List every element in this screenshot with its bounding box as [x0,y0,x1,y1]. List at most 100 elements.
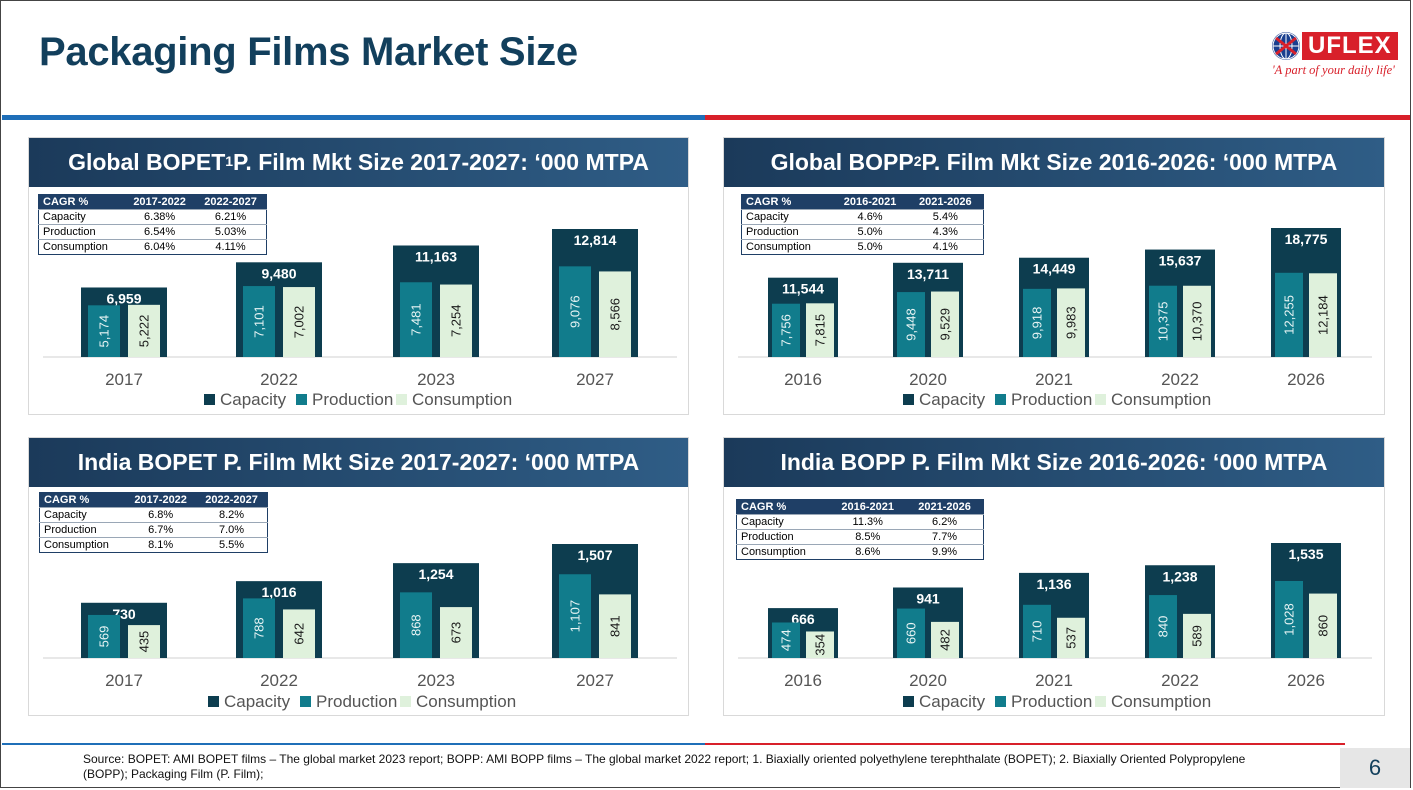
bar-production [243,598,275,658]
cagr-value: 4.1% [907,239,984,255]
data-label-production: 474 [779,629,794,651]
data-label-production: 9,076 [568,295,583,328]
data-label-production: 5,174 [97,315,112,348]
cagr-header-period1: 2016-2021 [829,499,907,515]
cagr-value: 5.0% [832,239,908,255]
x-tick-label: 2022 [1161,370,1199,389]
data-label-production: 840 [1156,616,1171,638]
bar-consumption [128,304,160,357]
bar-production [1023,288,1051,357]
cagr-value: 5.4% [907,209,984,225]
legend-label-consumption: Consumption [416,692,516,711]
bar-consumption [806,303,834,357]
legend-swatch-production [995,696,1006,707]
data-label-capacity: 1,238 [1162,568,1197,584]
panel-title-footnote: 1 [225,152,234,169]
cagr-table: CAGR % 2017-2022 2022-2027 Capacity 6.38% 6.… [38,194,267,255]
data-label-consumption: 9,983 [1064,306,1079,339]
data-label-production: 10,375 [1156,301,1171,341]
bar-consumption [440,284,472,357]
x-tick-label: 2023 [417,671,455,690]
legend-label-production: Production [1011,390,1092,409]
bar-production [1275,580,1303,658]
legend-swatch-capacity [903,394,914,405]
cagr-header-period1: 2017-2022 [124,194,196,210]
data-label-consumption: 841 [608,615,623,637]
cagr-value: 6.21% [195,209,267,225]
data-label-consumption: 860 [1316,615,1331,637]
legend-swatch-production [296,394,307,405]
x-tick-label: 2027 [576,671,614,690]
cagr-value: 5.03% [195,224,267,240]
cagr-row-label: Capacity [39,507,126,523]
data-label-consumption: 12,184 [1316,295,1331,335]
bar-chart: 11,544 7,756 7,815 2016 13,711 9,448 9,529 2020… [738,228,1372,409]
data-label-consumption: 5,222 [137,315,152,348]
panel-title-rest: P. Film Mkt Size 2016-2026: ‘000 MTPA [921,149,1338,175]
cagr-value: 6.7% [125,522,197,538]
x-tick-label: 2021 [1035,671,1073,690]
bar-consumption [599,271,631,357]
bar-chart: 6,959 5,174 5,222 2017 9,480 7,101 7,002 2022 11… [43,229,677,409]
data-label-capacity: 15,637 [1159,253,1202,269]
legend-label-capacity: Capacity [919,692,986,711]
bar-consumption [1309,593,1337,658]
data-label-production: 788 [252,617,267,639]
data-label-production: 7,756 [779,314,794,347]
data-label-consumption: 589 [1190,625,1205,647]
footer-divider-red [705,743,1345,745]
bar-consumption [440,607,472,658]
legend-swatch-production [995,394,1006,405]
legend-label-production: Production [312,390,393,409]
cagr-value: 8.1% [125,537,197,553]
x-tick-label: 2017 [105,370,143,389]
x-tick-label: 2022 [260,671,298,690]
legend-label-capacity: Capacity [220,390,287,409]
cagr-value: 6.2% [906,514,984,530]
cagr-row-label: Capacity [741,209,833,225]
legend-swatch-production [300,696,311,707]
chart-panel-global-bopp: Global BOPP 2 P. Film Mkt Size 2016-2026:… [723,137,1385,415]
data-label-capacity: 1,254 [418,566,453,582]
data-label-consumption: 10,370 [1190,301,1205,341]
panel-title: Global BOPP 2 P. Film Mkt Size 2016-2026:… [724,138,1384,187]
cagr-value: 5.5% [196,537,268,553]
chart-panel-india-bopp: India BOPP P. Film Mkt Size 2016-2026: ‘… [723,437,1385,716]
data-label-production: 868 [409,614,424,636]
cagr-row-label: Consumption [38,239,125,255]
data-label-production: 660 [904,622,919,644]
data-label-production: 569 [97,626,112,648]
cagr-row-label: Consumption [736,544,830,560]
cagr-header-period1: 2017-2022 [125,492,197,508]
x-tick-label: 2020 [909,370,947,389]
data-label-capacity: 14,449 [1033,261,1076,277]
bar-consumption [599,594,631,658]
cagr-row-label: Consumption [39,537,126,553]
data-label-capacity: 11,163 [415,248,457,264]
bar-production [897,292,925,357]
legend-label-consumption: Consumption [1111,390,1211,409]
page-title: Packaging Films Market Size [39,30,578,74]
cagr-row-label: Production [736,529,830,545]
data-label-capacity: 1,535 [1288,546,1323,562]
cagr-header-period2: 2021-2026 [907,194,984,210]
data-label-capacity: 941 [916,591,940,607]
data-label-consumption: 642 [292,623,307,645]
legend-swatch-consumption [1095,394,1106,405]
legend-label-consumption: Consumption [412,390,512,409]
bar-consumption [931,621,959,658]
cagr-value: 11.3% [829,514,907,530]
bar-production [559,266,591,357]
cagr-row-label: Production [38,224,125,240]
cagr-header-label: CAGR % [38,194,125,210]
bar-consumption [1183,285,1211,357]
data-label-consumption: 482 [938,629,953,651]
cagr-value: 6.38% [124,209,196,225]
cagr-header-label: CAGR % [736,499,830,515]
data-label-production: 7,101 [252,305,267,338]
data-label-capacity: 1,507 [577,547,612,563]
bar-consumption [806,631,834,658]
x-tick-label: 2020 [909,671,947,690]
cagr-value: 6.04% [124,239,196,255]
